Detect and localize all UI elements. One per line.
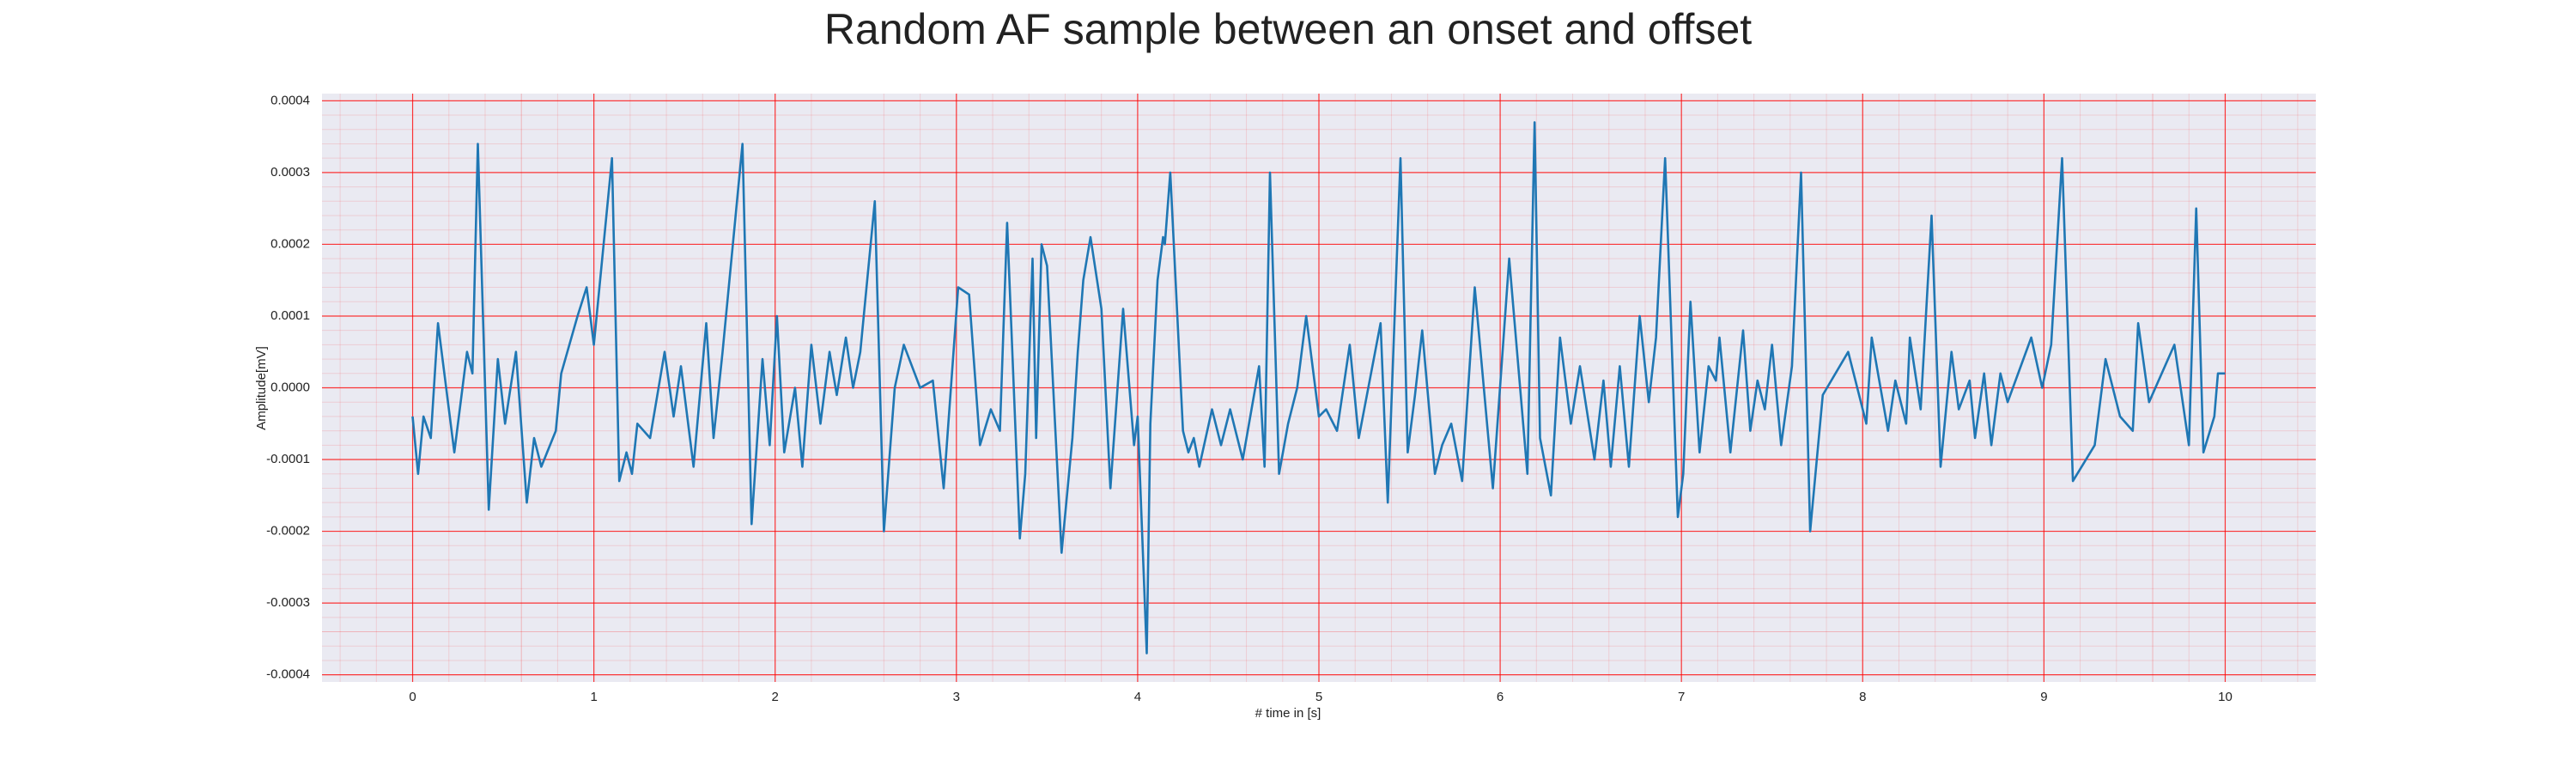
x-tick-label: 8 bbox=[1859, 690, 1866, 704]
x-tick-label: 0 bbox=[409, 690, 416, 704]
y-tick-label: -0.0002 bbox=[266, 524, 310, 539]
y-tick-label: -0.0001 bbox=[266, 452, 310, 466]
x-tick-label: 5 bbox=[1315, 690, 1322, 704]
y-tick-label: 0.0003 bbox=[270, 165, 310, 180]
x-tick-label: 9 bbox=[2040, 690, 2047, 704]
chart-title: Random AF sample between an onset and of… bbox=[824, 5, 1752, 53]
x-axis-label: # time in [s] bbox=[1255, 706, 1321, 721]
y-tick-label: 0.0001 bbox=[270, 308, 310, 323]
y-tick-label: 0.0000 bbox=[270, 380, 310, 394]
y-tick-label: 0.0004 bbox=[270, 93, 310, 107]
y-tick-label: 0.0002 bbox=[270, 236, 310, 251]
x-tick-label: 7 bbox=[1678, 690, 1685, 704]
y-axis-label: Amplitude[mV] bbox=[254, 346, 269, 430]
y-tick-label: -0.0003 bbox=[266, 595, 310, 610]
y-tick-label: -0.0004 bbox=[266, 667, 310, 682]
x-tick-label: 4 bbox=[1134, 690, 1141, 704]
x-tick-label: 2 bbox=[772, 690, 779, 704]
signal-line bbox=[411, 121, 2226, 654]
x-tick-label: 6 bbox=[1497, 690, 1504, 704]
x-tick-label: 3 bbox=[953, 690, 960, 704]
x-tick-label: 10 bbox=[2218, 690, 2233, 704]
x-tick-label: 1 bbox=[590, 690, 597, 704]
